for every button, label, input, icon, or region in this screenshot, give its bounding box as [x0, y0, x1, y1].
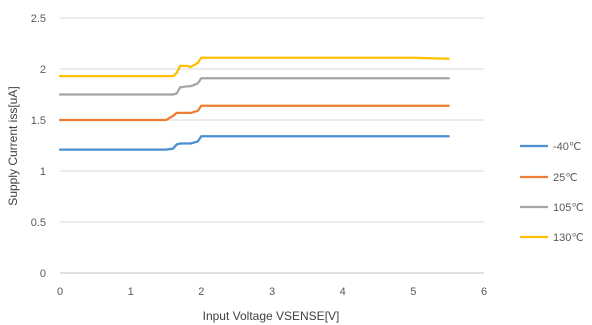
x-tick-label: 3: [269, 286, 275, 298]
series-line: [58, 56, 450, 78]
y-tick-label: 0: [40, 268, 46, 280]
y-tick-label: 0.5: [31, 217, 46, 229]
y-tick-label: 1.5: [31, 115, 46, 127]
series-line: [58, 135, 450, 151]
legend-label: -40℃: [553, 141, 581, 153]
legend-label: 25℃: [553, 172, 578, 184]
x-tick-label: 2: [198, 286, 204, 298]
series-line: [58, 77, 450, 96]
series-line: [58, 104, 450, 122]
x-tick-label: 4: [340, 286, 346, 298]
y-tick-label: 2.5: [31, 13, 46, 25]
y-tick-label: 1: [40, 166, 46, 178]
legend-label: 130℃: [553, 232, 584, 244]
x-tick-label: 1: [128, 286, 134, 298]
x-tick-label: 0: [57, 286, 63, 298]
legend: -40℃ 25℃ 105℃ 130℃: [520, 141, 584, 244]
gridlines: [60, 17, 484, 274]
series-lines: [58, 56, 450, 151]
x-tick-label: 6: [481, 286, 487, 298]
x-tick-labels: 0 1 2 3 4 5 6: [57, 286, 487, 298]
y-tick-label: 2: [40, 64, 46, 76]
y-axis-title: Supply Current iss[uA]: [6, 86, 20, 205]
legend-label: 105℃: [553, 202, 584, 214]
x-tick-label: 5: [410, 286, 416, 298]
y-tick-labels: 0 0.5 1 1.5 2 2.5: [31, 13, 46, 280]
x-axis-title: Input Voltage VSENSE[V]: [203, 309, 340, 323]
